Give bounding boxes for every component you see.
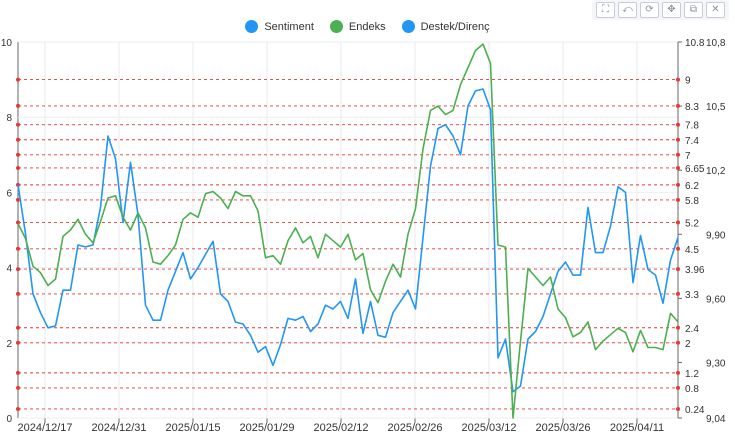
move-icon[interactable]: ✥ — [662, 2, 681, 18]
data-view-icon[interactable]: ⧉ — [684, 2, 703, 18]
y-left-tick-label: 8 — [6, 113, 12, 124]
legend-marker-icon — [401, 20, 415, 33]
y-right-tick-label: 9,04 — [706, 414, 726, 425]
level-marker-right — [676, 291, 680, 296]
y-right-tick-label: 9,30 — [706, 358, 726, 369]
level-label: 0.8 — [685, 384, 699, 395]
y-right-tick-label: 9,60 — [706, 294, 726, 305]
level-label: 2.4 — [685, 324, 699, 335]
level-label: 1.2 — [685, 369, 699, 380]
y-left-tick-label: 2 — [6, 339, 12, 350]
level-marker-left — [16, 182, 20, 187]
level-marker-right — [676, 267, 680, 272]
level-marker-left — [16, 325, 20, 330]
level-label: 3.3 — [685, 290, 699, 301]
level-marker-right — [676, 197, 680, 202]
x-tick-label: 2025/03/26 — [535, 422, 590, 433]
y-right-tick-label: 10,8 — [706, 38, 726, 49]
x-tick-label: 2025/03/12 — [461, 422, 516, 433]
level-marker-left — [16, 291, 20, 296]
level-marker-right — [676, 103, 680, 108]
level-marker-left — [16, 197, 20, 202]
legend-item-0[interactable]: Sentiment — [245, 20, 314, 33]
level-marker-right — [676, 122, 680, 127]
series-line-sentiment — [17, 88, 679, 393]
level-marker-left — [16, 370, 20, 375]
y-left-tick-label: 6 — [6, 188, 12, 199]
level-marker-right — [676, 220, 680, 225]
level-marker-left — [16, 340, 20, 345]
level-marker-left — [16, 246, 20, 251]
level-label: 4.5 — [685, 245, 699, 256]
zoom-reset-icon[interactable]: ⤺ — [618, 2, 637, 18]
x-tick-label: 2025/02/26 — [387, 422, 442, 433]
level-label: 7 — [685, 151, 691, 162]
level-marker-left — [16, 220, 20, 225]
level-marker-right — [676, 137, 680, 142]
level-marker-left — [16, 385, 20, 390]
level-marker-right — [676, 340, 680, 345]
level-label: 6.65 — [685, 164, 705, 175]
level-marker-right — [676, 165, 680, 170]
chart-toolbox: ⛶ ⤺ ⟳ ✥ ⧉ ✕ — [592, 0, 729, 20]
legend-label: Destek/Direnç — [420, 20, 490, 33]
x-tick-label: 2025/01/29 — [239, 422, 294, 433]
legend-item-2[interactable]: Destek/Direnç — [401, 20, 490, 33]
level-label: 8.3 — [685, 102, 699, 113]
level-marker-right — [676, 182, 680, 187]
legend-label: Sentiment — [264, 20, 314, 33]
legend-marker-icon — [245, 20, 259, 33]
level-marker-right — [676, 385, 680, 390]
level-marker-left — [16, 122, 20, 127]
level-marker-left — [16, 152, 20, 157]
level-marker-left — [16, 77, 20, 82]
level-marker-left — [16, 165, 20, 170]
level-label: 2 — [685, 339, 691, 350]
level-marker-right — [676, 406, 680, 411]
y-right-tick-label: 10,2 — [706, 166, 726, 177]
level-label: 5.8 — [685, 196, 699, 207]
legend-label: Endeks — [348, 20, 386, 33]
legend-item-1[interactable]: Endeks — [329, 20, 386, 33]
x-tick-label: 2025/04/11 — [610, 422, 664, 433]
y-right-tick-label: 9,90 — [706, 230, 726, 241]
zoom-icon[interactable]: ⛶ — [596, 2, 615, 18]
level-label: 3.96 — [685, 265, 705, 276]
x-tick-label: 2024/12/31 — [91, 422, 146, 433]
level-marker-left — [16, 137, 20, 142]
y-left-tick-label: 0 — [6, 414, 12, 425]
y-right-tick-label: 10,5 — [706, 102, 726, 113]
level-label: 0.24 — [685, 405, 705, 416]
level-label: 9 — [685, 76, 691, 87]
plot-area — [17, 41, 679, 419]
y-left-tick-label: 4 — [6, 264, 12, 275]
x-tick-label: 2025/01/15 — [165, 422, 220, 433]
x-tick-label: 2024/12/17 — [17, 422, 72, 433]
level-label: 5.2 — [685, 218, 699, 229]
y-left-tick-label: 10 — [1, 38, 13, 49]
level-label: 6.2 — [685, 181, 699, 192]
level-marker-left — [16, 103, 20, 108]
level-marker-right — [676, 370, 680, 375]
close-icon[interactable]: ✕ — [706, 2, 725, 18]
level-marker-right — [676, 325, 680, 330]
level-marker-right — [676, 152, 680, 157]
restore-icon[interactable]: ⟳ — [640, 2, 659, 18]
level-marker-right — [676, 246, 680, 251]
level-marker-left — [16, 406, 20, 411]
level-marker-left — [16, 267, 20, 272]
series-line-endeks — [17, 43, 679, 419]
level-marker-right — [676, 77, 680, 82]
level-label: 10.8 — [685, 38, 705, 49]
legend-marker-icon — [329, 20, 343, 33]
level-label: 7.8 — [685, 121, 699, 132]
level-label: 7.4 — [685, 136, 699, 147]
x-tick-label: 2025/02/12 — [313, 422, 368, 433]
chart-legend: Sentiment Endeks Destek/Direnç — [0, 20, 735, 33]
